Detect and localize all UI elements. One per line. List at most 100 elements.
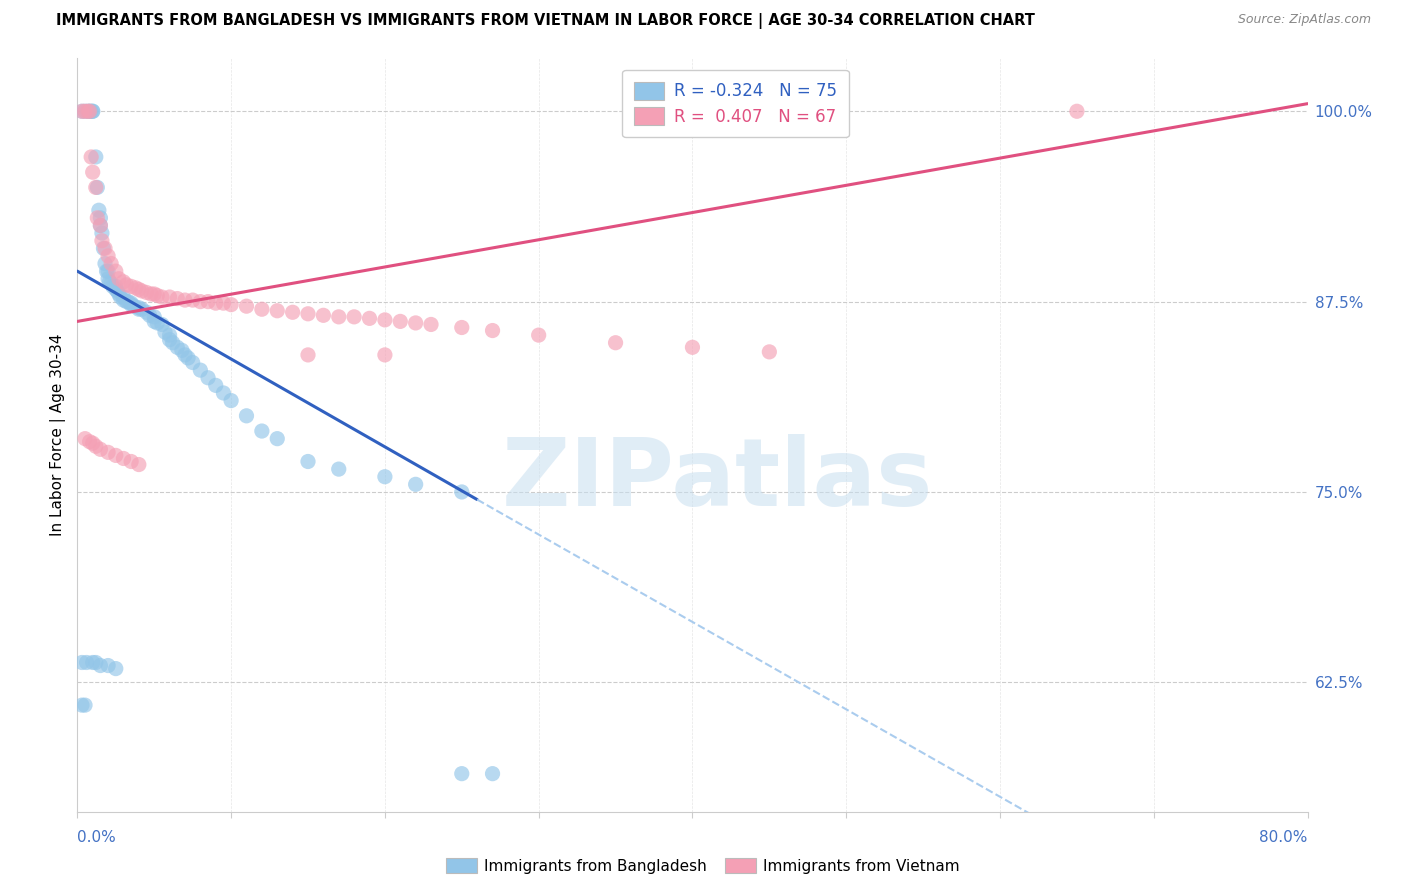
Point — [105, 284, 128, 298]
Point — [174, 348, 197, 362]
Point — [117, 294, 139, 309]
Point — [146, 316, 169, 330]
Point — [166, 292, 188, 306]
Point — [420, 318, 443, 332]
Point — [405, 477, 427, 491]
Point — [159, 333, 181, 347]
Point — [343, 310, 366, 324]
Point — [122, 299, 145, 313]
Point — [297, 307, 319, 321]
Point — [128, 458, 150, 472]
Point — [204, 378, 226, 392]
Point — [84, 439, 107, 453]
Point — [162, 335, 184, 350]
Point — [159, 290, 181, 304]
Point — [120, 279, 142, 293]
Point — [405, 316, 427, 330]
Point — [110, 290, 132, 304]
Point — [374, 469, 396, 483]
Point — [188, 363, 212, 377]
Point — [481, 324, 503, 338]
Point — [174, 293, 197, 307]
Point — [450, 766, 472, 780]
Legend: R = -0.324   N = 75, R =  0.407   N = 67: R = -0.324 N = 75, R = 0.407 N = 67 — [623, 70, 849, 137]
Point — [82, 165, 104, 179]
Point — [73, 104, 96, 119]
Point — [181, 355, 204, 369]
Point — [104, 449, 127, 463]
Point — [450, 485, 472, 500]
Point — [128, 282, 150, 296]
Point — [80, 104, 103, 119]
Point — [219, 393, 242, 408]
Point — [82, 104, 104, 119]
Point — [170, 343, 193, 358]
Point — [84, 656, 107, 670]
Point — [94, 256, 117, 270]
Point — [131, 284, 153, 298]
Point — [97, 272, 120, 286]
Point — [120, 454, 142, 468]
Point — [70, 698, 93, 713]
Point — [93, 241, 115, 255]
Point — [212, 386, 235, 401]
Point — [104, 279, 127, 293]
Point — [104, 282, 127, 296]
Point — [94, 241, 117, 255]
Point — [219, 298, 242, 312]
Point — [108, 287, 131, 301]
Point — [389, 314, 412, 328]
Point — [204, 296, 226, 310]
Point — [97, 445, 120, 459]
Point — [112, 290, 135, 304]
Point — [235, 299, 257, 313]
Point — [166, 340, 188, 354]
Point — [79, 104, 101, 119]
Point — [84, 150, 107, 164]
Point — [212, 296, 235, 310]
Point — [481, 766, 503, 780]
Point — [150, 318, 173, 332]
Point — [143, 287, 166, 301]
Point — [250, 302, 273, 317]
Point — [450, 320, 472, 334]
Point — [70, 104, 93, 119]
Point — [143, 310, 166, 324]
Point — [374, 348, 396, 362]
Text: 0.0%: 0.0% — [77, 830, 117, 845]
Point — [120, 298, 142, 312]
Point — [250, 424, 273, 438]
Point — [97, 658, 120, 673]
Point — [266, 432, 288, 446]
Point — [89, 219, 111, 233]
Legend: Immigrants from Bangladesh, Immigrants from Vietnam: Immigrants from Bangladesh, Immigrants f… — [440, 852, 966, 880]
Point — [146, 288, 169, 302]
Point — [108, 272, 131, 286]
Point — [359, 311, 381, 326]
Point — [112, 451, 135, 466]
Point — [682, 340, 704, 354]
Point — [98, 275, 121, 289]
Point — [86, 211, 108, 225]
Point — [125, 281, 148, 295]
Point — [328, 462, 350, 476]
Point — [138, 308, 160, 322]
Point — [758, 344, 780, 359]
Point — [89, 219, 111, 233]
Point — [135, 305, 157, 319]
Point — [527, 328, 550, 343]
Point — [96, 264, 118, 278]
Text: Source: ZipAtlas.com: Source: ZipAtlas.com — [1237, 13, 1371, 27]
Point — [197, 370, 219, 384]
Point — [79, 434, 101, 449]
Point — [197, 294, 219, 309]
Point — [115, 277, 138, 292]
Point — [605, 335, 627, 350]
Point — [188, 294, 212, 309]
Point — [101, 279, 124, 293]
Point — [73, 432, 96, 446]
Point — [79, 104, 101, 119]
Point — [73, 104, 96, 119]
Point — [73, 698, 96, 713]
Point — [128, 301, 150, 315]
